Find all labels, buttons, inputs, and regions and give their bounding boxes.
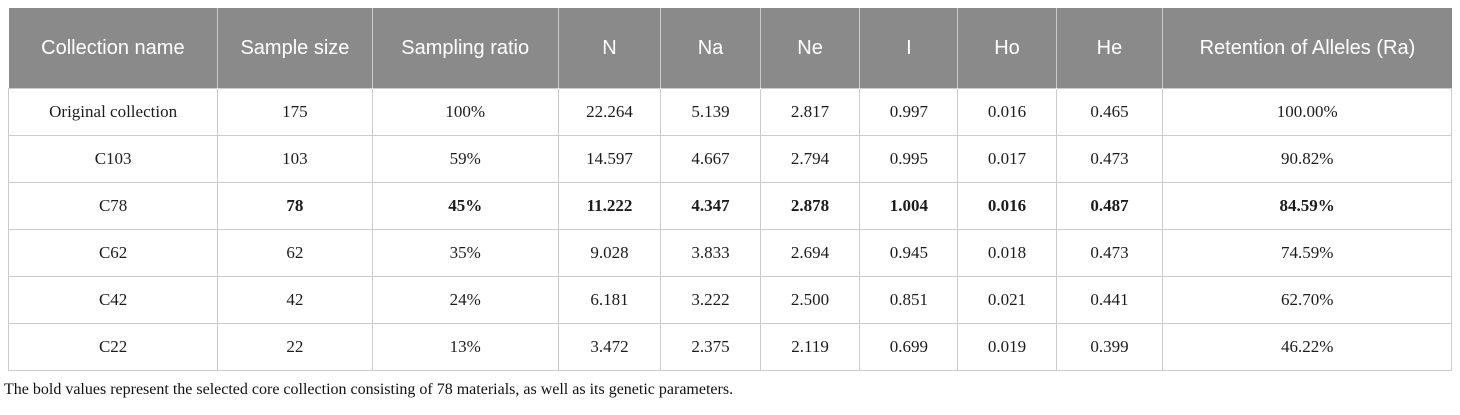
table-footnote: The bold values represent the selected c…: [4, 380, 734, 398]
value-cell: 2.878: [759, 181, 861, 230]
row-label-cell: C42: [7, 275, 219, 324]
table-row-c22: C22 22 13% 3.472 2.375 2.119 0.699 0.019 0.399 46…: [7, 322, 1452, 371]
table-row-c42: C42 42 24% 6.181 3.222 2.500 0.851 0.021 0.441 62…: [7, 275, 1452, 324]
value-cell: 14.597: [557, 134, 662, 183]
value-cell: 175: [217, 87, 373, 136]
value-cell: 0.017: [957, 134, 1057, 183]
value-cell: 0.473: [1055, 228, 1164, 277]
value-cell: 59%: [371, 134, 559, 183]
value-cell: 0.473: [1055, 134, 1164, 183]
column-header-ne: Ne: [759, 8, 860, 88]
value-cell: 0.465: [1055, 87, 1164, 136]
value-cell: 0.699: [859, 322, 959, 371]
value-cell: 5.139: [660, 87, 761, 136]
column-header-sampling-ratio: Sampling ratio: [371, 8, 559, 88]
value-cell: 22: [217, 322, 373, 371]
value-cell: 0.995: [859, 134, 959, 183]
row-label-cell: C22: [7, 322, 219, 371]
value-cell: 9.028: [557, 228, 662, 277]
value-cell: 0.997: [859, 87, 959, 136]
value-cell: 78: [217, 181, 373, 230]
column-header-retention: Retention of Alleles (Ra): [1162, 8, 1452, 88]
value-cell: 2.500: [759, 275, 861, 324]
value-cell: 90.82%: [1162, 134, 1452, 183]
value-cell: 35%: [371, 228, 559, 277]
column-header-he: He: [1055, 8, 1163, 88]
column-header-collection-name: Collection name: [8, 8, 218, 88]
table-body: Original collection 175 100% 22.264 5.139 2.8…: [7, 87, 1452, 371]
row-label-cell: C103: [7, 134, 219, 183]
table-row-c103: C103 103 59% 14.597 4.667 2.794 0.995 0.017 0.47…: [7, 134, 1452, 183]
value-cell: 100%: [371, 87, 559, 136]
column-header-na: Na: [660, 8, 761, 88]
value-cell: 42: [217, 275, 373, 324]
table-row-c78: C78 78 45% 11.222 4.347 2.878 1.004 0.016 0.487 8…: [7, 181, 1452, 230]
value-cell: 0.018: [957, 228, 1057, 277]
value-cell: 3.222: [660, 275, 761, 324]
value-cell: 46.22%: [1162, 322, 1452, 371]
value-cell: 3.472: [557, 322, 662, 371]
value-cell: 13%: [371, 322, 559, 371]
value-cell: 0.441: [1055, 275, 1164, 324]
value-cell: 0.851: [859, 275, 959, 324]
value-cell: 4.347: [660, 181, 761, 230]
value-cell: 62: [217, 228, 373, 277]
value-cell: 0.945: [859, 228, 959, 277]
value-cell: 22.264: [557, 87, 662, 136]
value-cell: 11.222: [557, 181, 662, 230]
table-row-c62: C62 62 35% 9.028 3.833 2.694 0.945 0.018 0.473 74…: [7, 228, 1452, 277]
table-header: Collection name Sample size Sampling ratio…: [8, 8, 1452, 88]
value-cell: 0.016: [957, 181, 1057, 230]
value-cell: 0.021: [957, 275, 1057, 324]
value-cell: 103: [217, 134, 373, 183]
genetic-parameters-table: Collection name Sample size Sampling ratio…: [7, 8, 1452, 371]
value-cell: 24%: [371, 275, 559, 324]
column-header-sample-size: Sample size: [217, 8, 373, 88]
row-label-cell: C78: [7, 181, 219, 230]
column-header-ho: Ho: [957, 8, 1057, 88]
column-header-i: I: [859, 8, 958, 88]
value-cell: 2.817: [759, 87, 861, 136]
value-cell: 0.487: [1055, 181, 1164, 230]
value-cell: 62.70%: [1162, 275, 1452, 324]
value-cell: 100.00%: [1162, 87, 1452, 136]
row-label-cell: C62: [7, 228, 219, 277]
table-row-original-collection: Original collection 175 100% 22.264 5.139 2.8…: [7, 87, 1452, 136]
value-cell: 0.016: [957, 87, 1057, 136]
value-cell: 0.019: [957, 322, 1057, 371]
value-cell: 84.59%: [1162, 181, 1452, 230]
value-cell: 74.59%: [1162, 228, 1452, 277]
value-cell: 1.004: [859, 181, 959, 230]
value-cell: 0.399: [1055, 322, 1164, 371]
value-cell: 2.119: [759, 322, 861, 371]
value-cell: 45%: [371, 181, 559, 230]
row-label-cell: Original collection: [7, 87, 219, 136]
value-cell: 2.375: [660, 322, 761, 371]
value-cell: 2.694: [759, 228, 861, 277]
value-cell: 3.833: [660, 228, 761, 277]
column-header-n: N: [557, 8, 661, 88]
value-cell: 4.667: [660, 134, 761, 183]
value-cell: 2.794: [759, 134, 861, 183]
table-header-row: Collection name Sample size Sampling ratio…: [8, 8, 1452, 88]
value-cell: 6.181: [557, 275, 662, 324]
